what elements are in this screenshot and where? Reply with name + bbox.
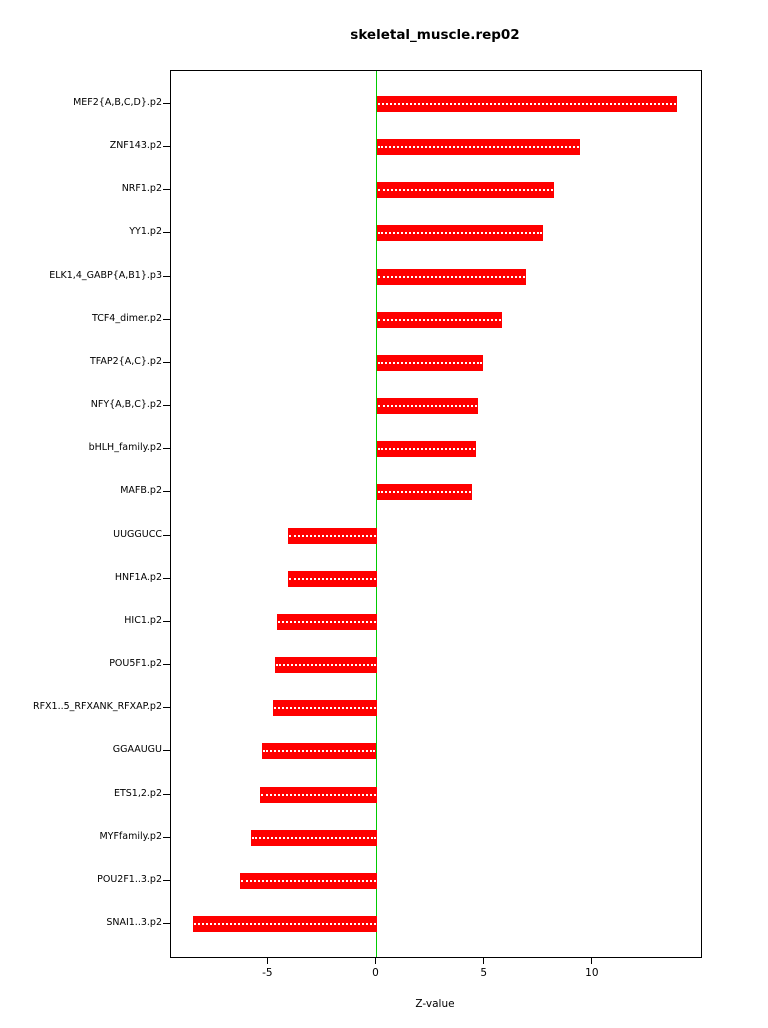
bar-stripe <box>278 620 376 623</box>
y-tick-mark <box>163 361 170 363</box>
category-label: TCF4_dimer.p2 <box>91 312 162 324</box>
bar <box>376 441 476 458</box>
bar-stripe <box>288 534 376 537</box>
bar <box>287 570 377 587</box>
y-tick-mark <box>163 318 170 320</box>
bar-stripe <box>262 750 376 753</box>
x-tick-label: -5 <box>262 967 273 979</box>
bar-stripe <box>377 448 475 451</box>
bar-stripe <box>377 491 471 494</box>
category-label: ELK1,4_GABP{A,B1}.p3 <box>49 269 162 281</box>
bar <box>192 916 377 932</box>
bar <box>272 700 377 717</box>
bar <box>251 829 377 846</box>
bar <box>376 311 502 328</box>
y-tick-mark <box>163 793 170 795</box>
category-label: ZNF143.p2 <box>109 140 162 152</box>
y-tick-mark <box>163 275 170 277</box>
bar <box>376 225 544 242</box>
bar-stripe <box>377 103 677 105</box>
y-tick-mark <box>163 448 170 450</box>
bar <box>376 182 554 199</box>
category-label: TFAP2{A,C}.p2 <box>89 355 162 367</box>
plot-area <box>170 70 702 958</box>
y-tick-mark <box>163 189 170 191</box>
bar <box>287 527 377 544</box>
category-label: POU2F1..3.p2 <box>97 873 162 885</box>
bar-stripe <box>377 232 543 235</box>
y-tick-mark <box>163 707 170 709</box>
bar <box>376 354 483 371</box>
bar-stripe <box>275 664 376 667</box>
category-label: MYFfamily.p2 <box>99 830 162 842</box>
bar-stripe <box>377 275 525 278</box>
y-tick-mark <box>163 405 170 407</box>
x-tick-label: 0 <box>372 967 379 979</box>
bar <box>274 657 377 674</box>
bar-stripe <box>252 836 376 839</box>
y-tick-mark <box>163 577 170 579</box>
y-tick-mark <box>163 879 170 881</box>
category-label: RFX1..5_RFXANK_RFXAP.p2 <box>32 701 162 713</box>
bar <box>277 613 377 630</box>
y-tick-mark <box>163 146 170 148</box>
y-tick-mark <box>163 620 170 622</box>
category-label: ETS1,2.p2 <box>113 787 162 799</box>
x-tick-label: 5 <box>480 967 488 979</box>
x-tick-mark <box>375 957 376 964</box>
category-label: YY1.p2 <box>129 226 162 238</box>
bar <box>259 786 377 803</box>
category-label: SNAI1..3.p2 <box>106 917 162 928</box>
x-tick-label: 10 <box>585 967 599 979</box>
x-axis-title: Z-value <box>415 998 455 1010</box>
bar <box>240 872 377 889</box>
category-label: UUGGUCC <box>113 528 162 540</box>
bar <box>261 743 377 760</box>
y-tick-mark <box>163 491 170 493</box>
y-tick-mark <box>163 232 170 234</box>
y-tick-mark <box>163 534 170 536</box>
bar-stripe <box>377 146 579 149</box>
category-label: MAFB.p2 <box>120 485 162 497</box>
x-tick-mark <box>266 957 268 964</box>
x-tick-mark <box>591 957 593 964</box>
category-label: MEF2{A,B,C,D}.p2 <box>73 97 162 108</box>
bar-stripe <box>377 405 478 408</box>
category-label: HIC1.p2 <box>124 614 162 626</box>
bar-stripe <box>377 318 501 321</box>
bar-stripe <box>273 707 376 710</box>
bar-stripe <box>260 793 376 796</box>
bar-stripe <box>377 361 482 364</box>
category-label: GGAAUGU <box>112 744 162 756</box>
bar-stripe <box>377 189 553 192</box>
bar <box>376 139 580 156</box>
bar-stripe <box>193 923 376 925</box>
bar <box>376 398 479 415</box>
category-label: NRF1.p2 <box>121 183 162 195</box>
bar <box>376 484 472 501</box>
category-label: NFY{A,B,C}.p2 <box>90 399 162 411</box>
y-tick-mark <box>163 923 170 924</box>
bar <box>376 268 526 285</box>
y-tick-mark <box>163 664 170 666</box>
category-label: bHLH_family.p2 <box>88 442 162 454</box>
category-label: POU5F1.p2 <box>109 658 162 670</box>
zero-line <box>376 71 377 957</box>
y-tick-mark <box>163 103 170 104</box>
category-label: HNF1A.p2 <box>114 571 162 583</box>
bar-stripe <box>288 577 376 580</box>
chart-title: skeletal_muscle.rep02 <box>350 27 520 43</box>
y-tick-mark <box>163 750 170 752</box>
y-tick-mark <box>163 836 170 838</box>
bar <box>376 96 678 112</box>
bar-stripe <box>241 879 376 882</box>
x-tick-mark <box>483 957 485 964</box>
